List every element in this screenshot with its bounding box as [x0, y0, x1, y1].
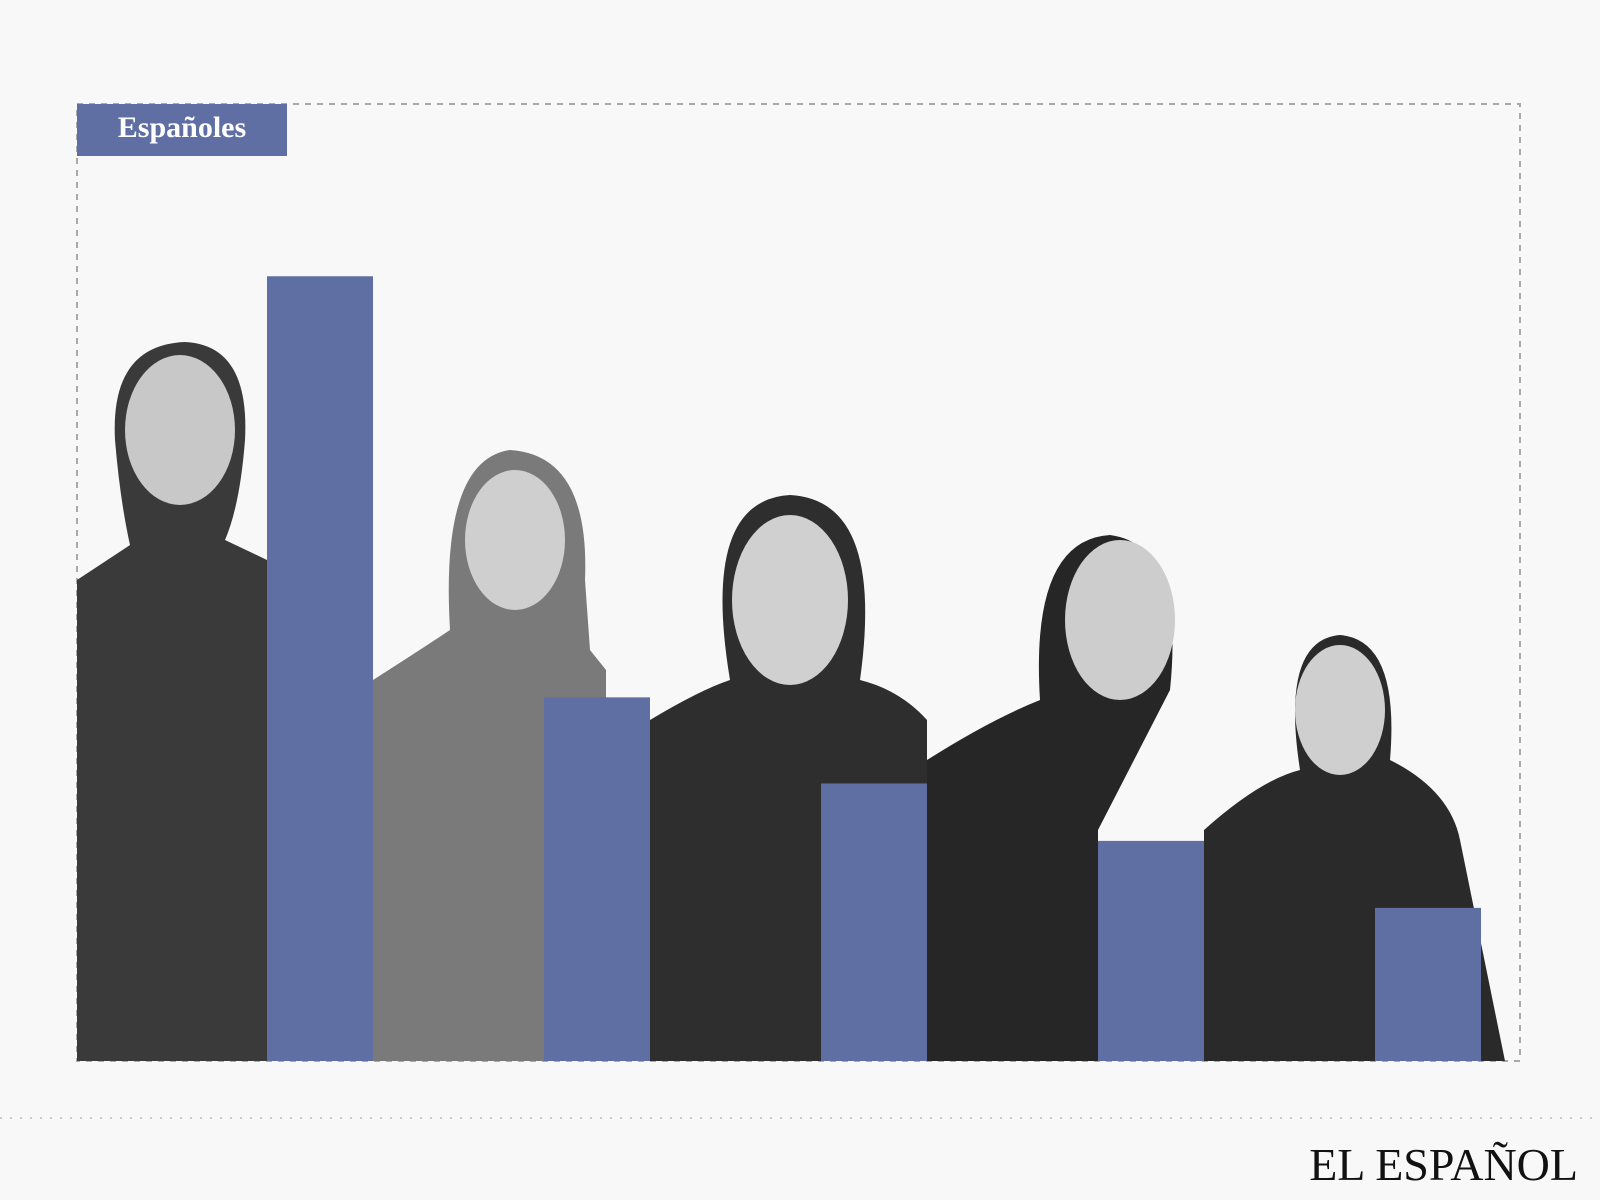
photo-face [732, 515, 848, 685]
logo: EL ESPAÑOL [1309, 1139, 1578, 1190]
photo-face [1065, 540, 1175, 700]
label-box [77, 104, 287, 156]
bar [821, 783, 927, 1061]
photo-person [77, 342, 267, 1061]
bar [1098, 840, 1204, 1061]
bar [267, 276, 373, 1061]
bar [544, 697, 650, 1061]
bar [1375, 907, 1481, 1061]
bars [267, 276, 1481, 1061]
photo-face [1295, 645, 1385, 775]
chart-label: Españoles [118, 111, 246, 144]
photo-face [465, 470, 565, 610]
photo-face [125, 355, 235, 505]
